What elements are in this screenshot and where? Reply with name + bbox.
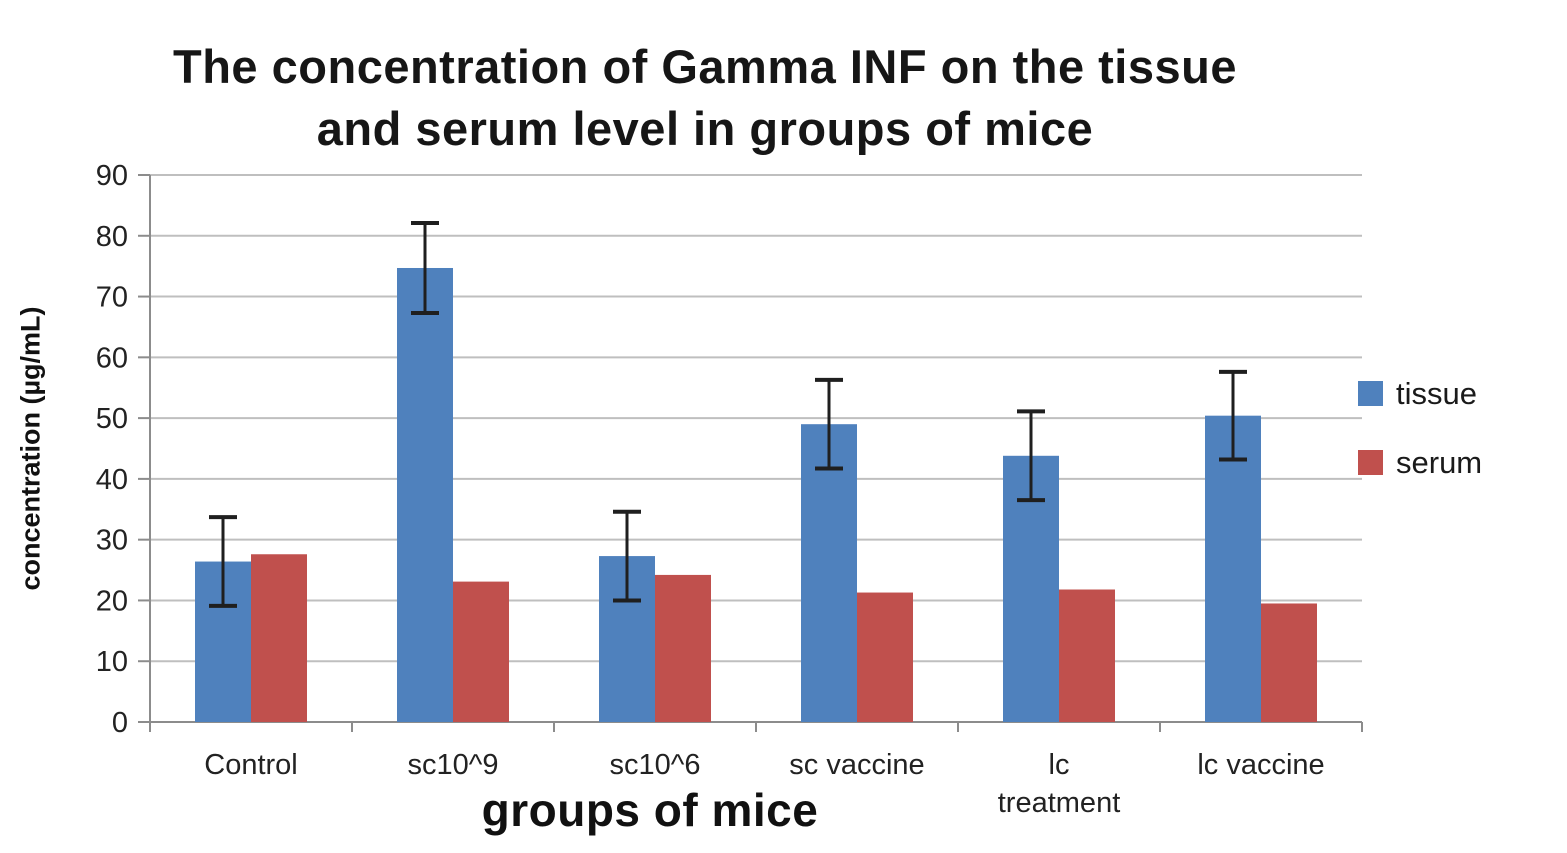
chart-title: The concentration of Gamma INF on the ti…	[60, 36, 1350, 160]
bar-serum-sc10-9	[453, 581, 509, 722]
bar-serum-lc-treatment	[1059, 589, 1115, 722]
category-label-5: lc vaccine	[1197, 749, 1324, 781]
x-axis-title: groups of mice	[481, 784, 819, 836]
bar-serum-sc-vaccine	[857, 592, 913, 722]
y-tick-label-30: 30	[96, 525, 128, 557]
category-label-4: lc	[1049, 749, 1070, 781]
legend-item-tissue: tissue	[1358, 378, 1482, 409]
category-label-0: Control	[204, 749, 298, 781]
legend-label-tissue: tissue	[1396, 376, 1477, 411]
y-tick-label-60: 60	[96, 342, 128, 374]
category-label-2: sc10^6	[610, 749, 701, 781]
legend-label-serum: serum	[1396, 445, 1483, 480]
bar-serum-sc10-6	[655, 574, 711, 722]
y-tick-label-10: 10	[96, 646, 128, 678]
bar-serum-lc-vaccine	[1261, 603, 1317, 722]
y-tick-label-40: 40	[96, 464, 128, 496]
serum-swatch-icon	[1358, 450, 1383, 475]
legend: tissue serum	[1358, 378, 1482, 516]
y-tick-label-70: 70	[96, 282, 128, 314]
bar-serum-control	[251, 554, 307, 722]
y-tick-label-0: 0	[112, 707, 128, 739]
category-label-1: sc10^9	[408, 749, 499, 781]
bar-tissue-sc-vaccine	[801, 424, 857, 722]
y-tick-label-90: 90	[96, 160, 128, 192]
tissue-swatch-icon	[1358, 381, 1383, 406]
chart-title-line1: The concentration of Gamma INF on the ti…	[173, 40, 1237, 93]
y-tick-label-80: 80	[96, 221, 128, 253]
legend-item-serum: serum	[1358, 447, 1482, 478]
chart-title-line2: and serum level in groups of mice	[316, 102, 1094, 155]
category-label-3: sc vaccine	[789, 749, 924, 781]
y-tick-label-50: 50	[96, 403, 128, 435]
bar-tissue-lc-vaccine	[1205, 415, 1261, 722]
category-label-4-line2: treatment	[998, 787, 1121, 819]
y-tick-label-20: 20	[96, 585, 128, 617]
bar-tissue-sc10-9	[397, 267, 453, 722]
